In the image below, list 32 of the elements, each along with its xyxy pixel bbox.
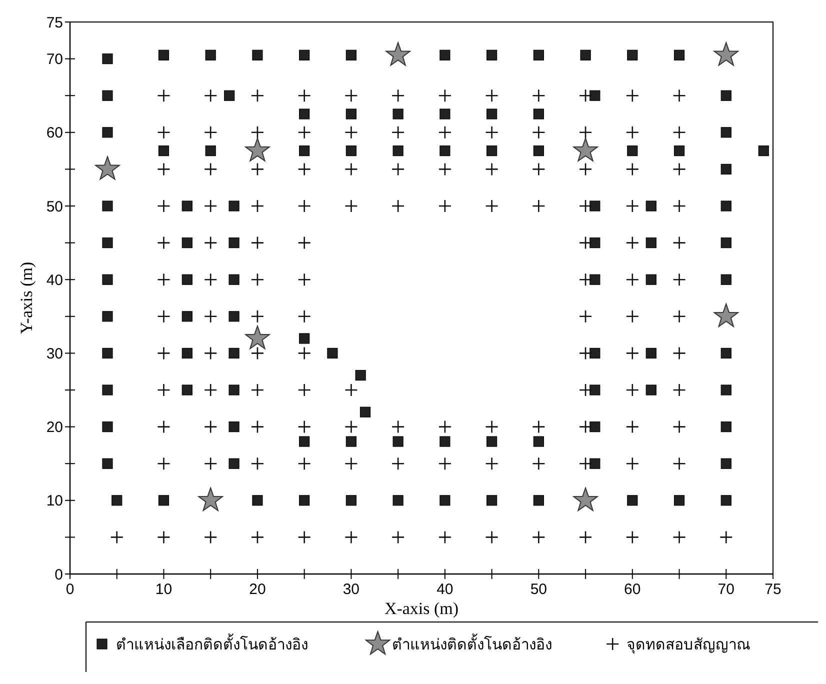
y-tick-label: 75 [46, 14, 63, 32]
x-tick-label: 0 [66, 581, 74, 598]
x-tick-label: 50 [530, 581, 548, 598]
y-tick-label: 30 [46, 345, 63, 362]
x-tick-label: 60 [624, 581, 641, 598]
point [714, 303, 739, 328]
point [714, 42, 739, 66]
point [573, 487, 598, 512]
y-tick-label: 70 [46, 51, 63, 68]
legend-label: จุดทดสอบสัญญาณ [626, 635, 751, 654]
point [573, 138, 598, 162]
x-axis-title: X-axis (m) [384, 599, 459, 618]
point [198, 487, 223, 512]
y-tick-label: 0 [54, 566, 63, 584]
y-axis-title: Y-axis (m) [17, 262, 36, 334]
x-tick-label: 70 [718, 581, 734, 598]
y-tick-label: 60 [46, 124, 63, 142]
point [245, 138, 270, 162]
y-tick-label: 20 [46, 419, 63, 436]
legend-label: ตำแหน่งติดตั้งโนดอ้างอิง [392, 633, 552, 654]
y-tick-label: 50 [46, 198, 63, 216]
y-tick-label: 10 [46, 492, 63, 510]
point [386, 42, 410, 66]
point [95, 156, 120, 180]
legend-label: ตำแหน่งเลือกติดตั้งโนดอ้างอิง [116, 633, 308, 654]
x-tick-label: 30 [342, 581, 360, 598]
x-tick-label: 75 [764, 581, 782, 598]
x-tick-label: 20 [249, 581, 266, 598]
y-tick-label: 40 [46, 272, 63, 289]
x-tick-label: 40 [436, 581, 454, 598]
x-tick-label: 10 [155, 581, 172, 598]
point [245, 325, 270, 350]
